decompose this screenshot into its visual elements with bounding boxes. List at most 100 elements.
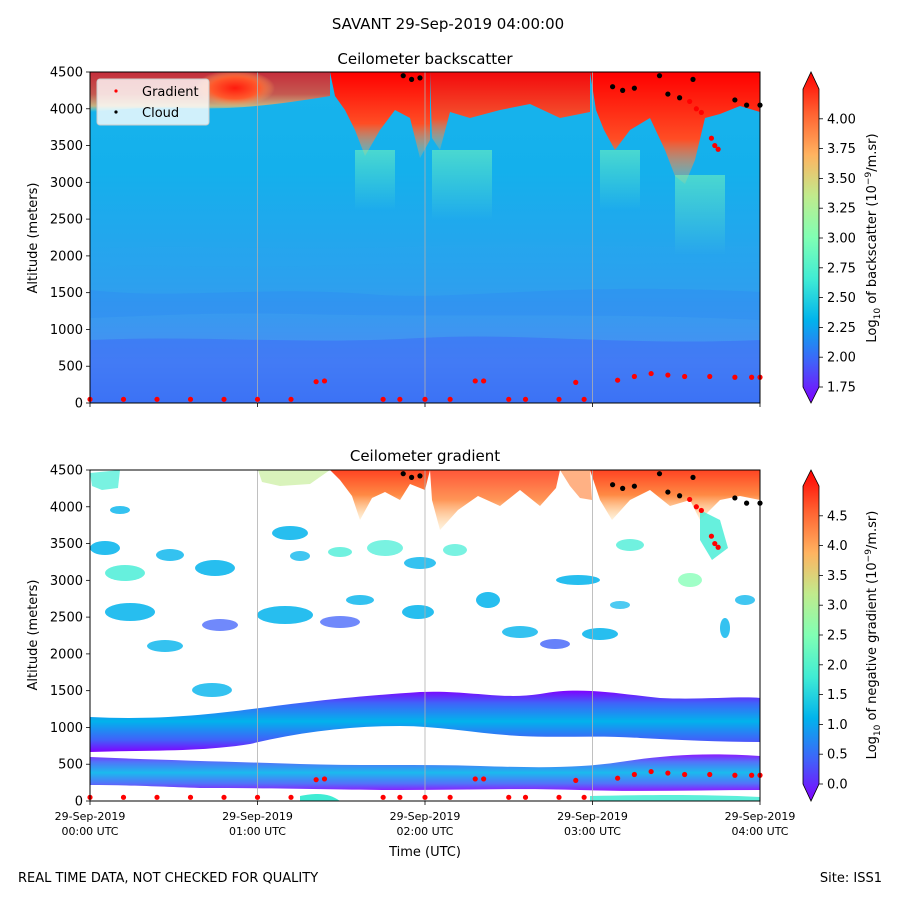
y-tick-label: 3000: [50, 574, 83, 589]
colorbar-tick-label: 1.0: [827, 718, 848, 733]
colorbar-gradient-bar: [802, 469, 820, 802]
gradient-marker: [313, 777, 319, 783]
cloud-marker: [417, 473, 423, 479]
y-tick-label: 500: [58, 360, 83, 375]
x-tick-label-date: 29-Sep-2019: [390, 810, 461, 823]
gradient-marker: [698, 109, 704, 116]
gradient-marker: [321, 776, 328, 782]
gradient-marker: [556, 794, 562, 800]
gradient-marker: [522, 794, 529, 800]
legend-gradient-label: Gradient: [142, 85, 199, 100]
y-tick-label: 1000: [50, 721, 83, 736]
x-tick-label-time: 02:00 UTC: [396, 825, 453, 838]
grid-lines-top: [257, 72, 593, 403]
gradient-marker: [472, 776, 478, 782]
y-axis-label-top: Altitude (meters): [26, 183, 41, 294]
colorbar-tick-label: 4.0: [827, 539, 848, 554]
grid-lines-bottom: [257, 470, 593, 801]
gradient-marker: [447, 396, 453, 402]
gradient-marker: [615, 377, 621, 383]
y-tick-label: 1500: [50, 684, 83, 699]
gradient-marker: [154, 794, 160, 800]
cloud-marker: [656, 73, 663, 79]
gradient-marker: [254, 396, 261, 402]
colorbar-backscatter: 1.75 2.00 2.25 2.50 2.75 3.00 3.25 3.50 3.75 4.00…: [802, 71, 883, 404]
gradient-marker: [687, 496, 693, 503]
gradient-marker: [221, 794, 227, 800]
cloud-marker: [732, 495, 738, 501]
gradient-markers: [87, 471, 763, 800]
colorbar-tick-label: 4.5: [827, 509, 848, 524]
cloud-marker: [677, 95, 683, 101]
gradient-marker: [313, 379, 319, 385]
gradient-marker: [648, 370, 654, 377]
colorbar-backscatter-bar: [802, 71, 820, 404]
colorbar-tick-label: 0.0: [827, 778, 848, 793]
gradient-marker: [397, 794, 403, 800]
gradient-marker: [120, 794, 127, 800]
gradient-marker: [732, 374, 738, 380]
colorbar-tick-label: 3.5: [827, 569, 848, 584]
gradient-marker: [708, 135, 715, 141]
colorbar-backscatter-label: Log10 of backscatter (10−9/m.sr): [864, 133, 883, 342]
gradient-marker: [187, 794, 194, 800]
y-tick-label: 2000: [50, 647, 83, 662]
gradient-marker: [573, 777, 579, 784]
footer-quality-note: REAL TIME DATA, NOT CHECKED FOR QUALITY: [18, 871, 318, 886]
gradient-marker: [506, 794, 512, 800]
gradient-marker: [221, 396, 227, 402]
y-tick-label: 1000: [50, 323, 83, 338]
gradient-marker: [693, 504, 699, 510]
x-tick-label-time: 01:00 UTC: [229, 825, 286, 838]
colorbar-tick-label: 3.00: [827, 232, 856, 247]
cloud-marker: [610, 84, 616, 90]
gradient-marker: [187, 396, 194, 402]
gradient-marker: [447, 794, 453, 800]
gradient-marker: [707, 373, 713, 380]
gradient-marker: [708, 533, 715, 539]
plot-title-gradient: Ceilometer gradient: [350, 447, 500, 465]
x-tick-label-time: 00:00 UTC: [61, 825, 118, 838]
backscatter-markers: [87, 73, 763, 402]
colorbar-tick-label: 4.00: [827, 112, 856, 127]
cloud-marker: [610, 482, 616, 488]
cloud-marker: [744, 102, 750, 108]
gradient-marker: [698, 507, 704, 514]
gradient-marker: [631, 373, 637, 380]
gradient-marker: [648, 768, 654, 775]
cloud-marker: [690, 76, 696, 82]
colorbar-tick-label: 1.75: [827, 381, 856, 396]
cloud-marker: [665, 91, 671, 97]
cloud-marker: [665, 489, 671, 495]
cloud-marker: [400, 471, 406, 477]
gradient-marker: [397, 396, 403, 402]
gradient-marker: [254, 794, 261, 800]
x-axis-label: Time (UTC): [388, 845, 461, 860]
gradient-marker: [481, 378, 487, 384]
gradient-marker: [422, 794, 428, 800]
gradient-marker: [288, 396, 294, 402]
gradient-marker: [715, 544, 721, 550]
gradient-marker: [506, 396, 512, 402]
colorbar-gradient-ticks: 0.0 0.5 1.0 1.5 2.0 2.5 3.0 3.5 4.0 4.5: [819, 509, 848, 793]
colorbar-gradient: 0.0 0.5 1.0 1.5 2.0 2.5 3.0 3.5 4.0 4.5 Log10 of …: [802, 469, 883, 802]
gradient-marker: [288, 794, 294, 800]
legend-cloud-marker: [114, 110, 118, 114]
x-tick-label-time: 03:00 UTC: [564, 825, 621, 838]
cloud-marker: [690, 474, 696, 480]
legend-cloud-label: Cloud: [142, 106, 179, 121]
gradient-marker: [573, 379, 579, 386]
colorbar-backscatter-ticks: 1.75 2.00 2.25 2.50 2.75 3.00 3.25 3.50 3.75 4.00: [819, 112, 856, 396]
x-tick-label-time: 04:00 UTC: [731, 825, 788, 838]
gradient-marker: [682, 771, 688, 778]
gradient-marker: [682, 373, 688, 380]
legend: Gradient Cloud: [96, 78, 210, 126]
gradient-marker: [154, 396, 160, 402]
colorbar-tick-label: 3.75: [827, 142, 856, 157]
colorbar-tick-label: 2.0: [827, 658, 848, 673]
x-tick-label-date: 29-Sep-2019: [55, 810, 126, 823]
gradient-marker: [749, 772, 755, 778]
gradient-marker: [712, 540, 718, 547]
colorbar-tick-label: 3.0: [827, 599, 848, 614]
y-tick-label: 3000: [50, 176, 83, 191]
